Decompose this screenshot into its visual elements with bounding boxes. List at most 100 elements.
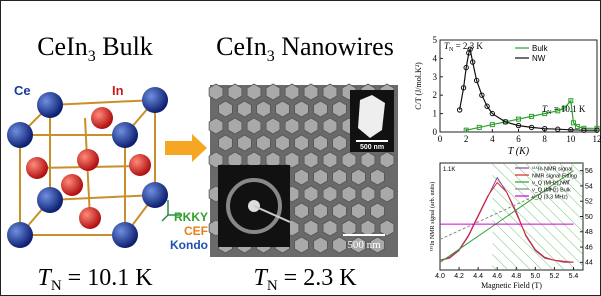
nanowire-cell bbox=[219, 101, 233, 117]
title-part: Bulk bbox=[96, 32, 153, 61]
legend-label: Bulk bbox=[532, 44, 549, 53]
tn-value: = 10.1 K bbox=[62, 265, 154, 291]
x-tick-label: 2 bbox=[464, 134, 469, 144]
nanowire-cell bbox=[314, 203, 328, 219]
title-part: CeIn bbox=[37, 32, 88, 61]
atom-label: Ce bbox=[14, 83, 31, 98]
y2-tick-label: 54 bbox=[585, 183, 593, 190]
nanowire-cell bbox=[209, 84, 223, 100]
y2-tick-label: 46 bbox=[585, 244, 593, 251]
nanowire-cell bbox=[314, 101, 328, 117]
nanowire-cell bbox=[295, 101, 309, 117]
nanowire-cell bbox=[323, 186, 337, 202]
annotation-value: = 10.1 K bbox=[551, 104, 586, 114]
nanowire-cell bbox=[380, 186, 394, 202]
nanowire-cell bbox=[314, 169, 328, 185]
nanowire-cell bbox=[352, 203, 366, 219]
legend-label: ν_Q (MHz) NW bbox=[532, 180, 570, 186]
legend-label: ν_Q (MHz) Bulk bbox=[532, 187, 571, 193]
y-tick-label: 1 bbox=[433, 109, 438, 119]
nanowire-cell bbox=[295, 169, 309, 185]
y2-tick-label: 48 bbox=[585, 229, 593, 236]
nanowire-cell bbox=[342, 220, 356, 236]
nanowire-cell bbox=[371, 169, 385, 185]
nanowire-cell bbox=[257, 101, 271, 117]
y-tick-label: 2 bbox=[433, 90, 438, 100]
title-sub: 3 bbox=[88, 48, 96, 65]
nanowire-cell bbox=[323, 118, 337, 134]
x-tick-label: 6 bbox=[516, 134, 521, 144]
nanowire-cell bbox=[380, 220, 394, 236]
title-sub: 3 bbox=[267, 48, 275, 65]
x-tick-label: 10 bbox=[566, 134, 576, 144]
nanowire-cell bbox=[323, 152, 337, 168]
x-tick-label: 4.6 bbox=[492, 273, 502, 280]
tn-sub: N bbox=[267, 278, 278, 294]
nanowire-cell bbox=[295, 135, 309, 151]
y-tick-label: 4 bbox=[433, 53, 438, 63]
tn-value: = 2.3 K bbox=[278, 265, 358, 291]
y2-tick-label: 50 bbox=[585, 214, 593, 221]
x-tick-label: 4.0 bbox=[435, 273, 445, 280]
nanowire-cell bbox=[219, 135, 233, 151]
nanowire-cell bbox=[314, 135, 328, 151]
nanowire-cell bbox=[304, 152, 318, 168]
y2-tick-label: 44 bbox=[585, 260, 593, 267]
x-axis-label: Magnetic Field (T) bbox=[481, 281, 542, 290]
annotation: 1.1K bbox=[443, 167, 455, 173]
nanowire-cell bbox=[333, 135, 347, 151]
graphical-abstract: CeIn3 Bulk Ce In RKKY CEF Kondo TN = 10.… bbox=[0, 0, 601, 296]
atom-label: In bbox=[112, 83, 124, 98]
nanowire-cell bbox=[276, 135, 290, 151]
interaction-label: CEF bbox=[184, 224, 208, 238]
nanowire-cell bbox=[333, 101, 347, 117]
x-tick-label: 5.2 bbox=[550, 273, 560, 280]
x-tick-label: 5.4 bbox=[569, 273, 579, 280]
nanowire-cell bbox=[333, 237, 347, 253]
nanowire-cell bbox=[342, 152, 356, 168]
nanowire-cell bbox=[247, 84, 261, 100]
scale-label: 500 nm bbox=[360, 144, 384, 151]
nanowire-cell bbox=[285, 84, 299, 100]
nanowire-cell bbox=[266, 84, 280, 100]
scale-label: 500 nm bbox=[347, 239, 381, 251]
interaction-label: Kondo bbox=[170, 238, 208, 252]
nanowire-cell bbox=[257, 135, 271, 151]
y-axis-label: ¹¹⁵In NMR signal (arb. units) bbox=[429, 182, 436, 252]
nanowire-cell bbox=[295, 237, 309, 253]
interaction-label: RKKY bbox=[174, 210, 208, 224]
legend-label: ¹¹⁵In NMR signal bbox=[532, 165, 572, 172]
legend-label: NMR signal Fitting bbox=[532, 173, 577, 179]
nanowire-cell bbox=[342, 186, 356, 202]
x-tick-label: 5.0 bbox=[530, 273, 540, 280]
nanowire-cell bbox=[323, 220, 337, 236]
x-tick-label: 4 bbox=[490, 134, 495, 144]
y-tick-label: 0 bbox=[433, 127, 438, 137]
nanowire-cell bbox=[304, 186, 318, 202]
nanowire-cell bbox=[228, 118, 242, 134]
nanowire-cell bbox=[361, 152, 375, 168]
x-tick-label: 12 bbox=[593, 134, 601, 144]
nanowire-cell bbox=[276, 101, 290, 117]
x-axis-label: T (K) bbox=[508, 146, 530, 157]
annotation-value: = 2.3 K bbox=[453, 41, 483, 51]
nanowire-cell bbox=[266, 118, 280, 134]
x-tick-label: 4.2 bbox=[454, 273, 464, 280]
nanowire-cell bbox=[304, 84, 318, 100]
nanowire-cell bbox=[361, 186, 375, 202]
nanowire-cell bbox=[352, 169, 366, 185]
nanowire-cell bbox=[209, 118, 223, 134]
x-tick-label: 0 bbox=[438, 134, 443, 144]
y-tick-label: 5 bbox=[433, 35, 438, 45]
y2-tick-label: 52 bbox=[585, 199, 593, 206]
nanowire-cell bbox=[323, 84, 337, 100]
nanowire-cell bbox=[285, 118, 299, 134]
y2-tick-label: 56 bbox=[585, 168, 593, 175]
legend-label: NW bbox=[532, 54, 546, 63]
nanowire-cell bbox=[247, 118, 261, 134]
legend-label: ν_Q (3.3 MHz) bbox=[532, 194, 568, 200]
title-part: CeIn bbox=[216, 32, 267, 61]
nanowire-cell bbox=[304, 118, 318, 134]
nw-title: CeIn3 Nanowires bbox=[216, 32, 394, 65]
